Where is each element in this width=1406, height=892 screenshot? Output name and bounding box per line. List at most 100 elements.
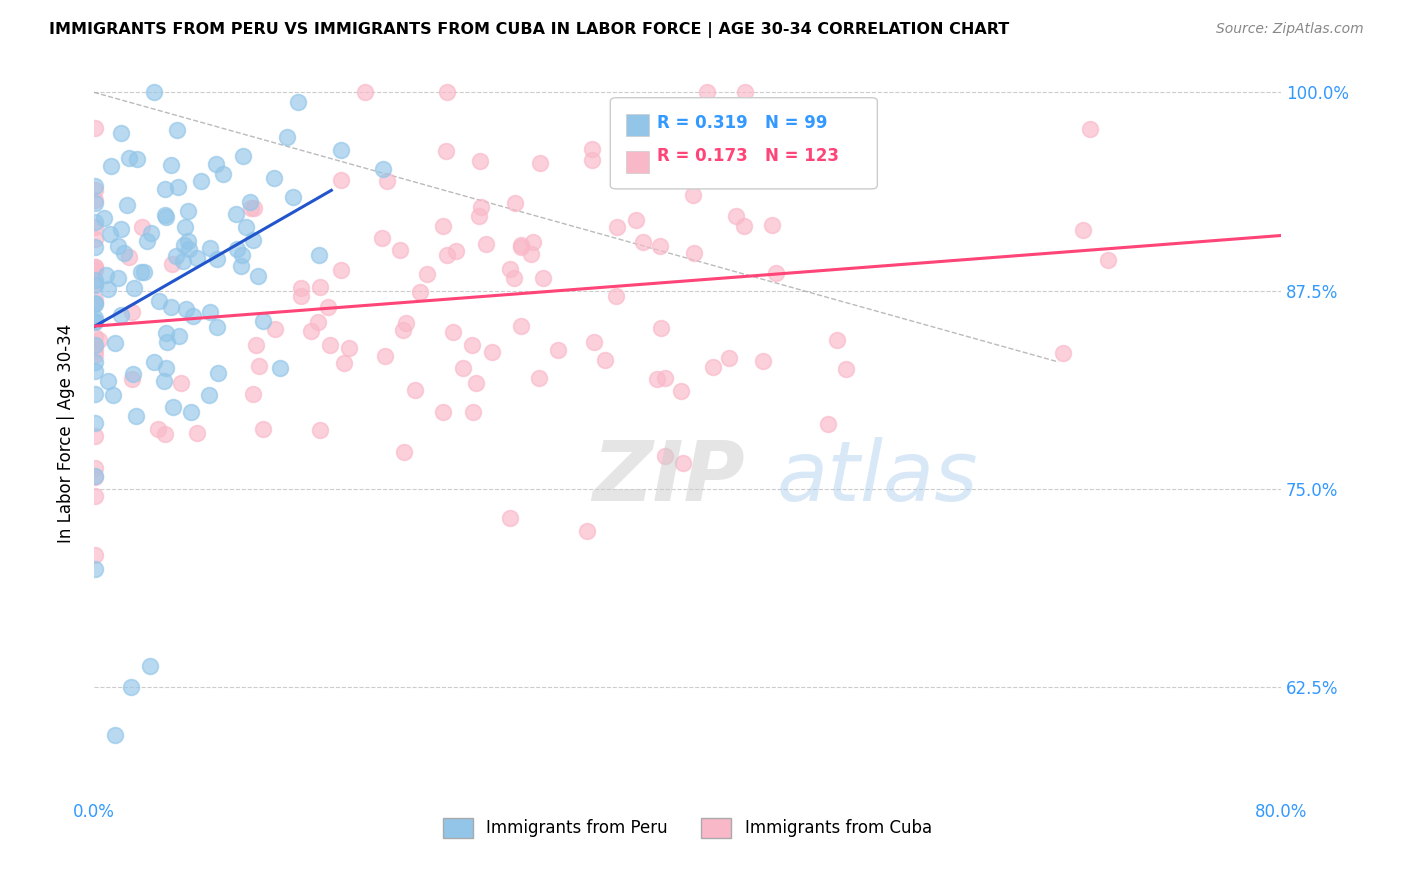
Point (143, 85, 166, 99)
Point (509, 240, 531, 254)
Point (84, 561, 107, 575)
Point (84, 277, 107, 291)
Point (467, 210, 489, 224)
Point (319, 338, 342, 352)
Text: IMMIGRANTS FROM PERU VS IMMIGRANTS FROM CUBA IN LABOR FORCE | AGE 30-34 CORRELAT: IMMIGRANTS FROM PERU VS IMMIGRANTS FROM … (49, 22, 1010, 38)
Point (647, 372, 669, 386)
Point (235, 219, 257, 234)
Point (575, 524, 598, 538)
Point (299, 324, 322, 338)
Point (392, 444, 415, 458)
Point (765, 267, 787, 281)
Point (84, 277, 107, 292)
Point (354, 85, 377, 99)
Point (84, 429, 107, 443)
Point (672, 456, 695, 470)
Point (121, 305, 143, 319)
Point (391, 323, 413, 337)
Point (84, 260, 107, 274)
Point (104, 336, 127, 351)
Point (432, 405, 454, 419)
Point (247, 359, 270, 373)
Point (388, 244, 411, 258)
Point (696, 85, 718, 99)
Point (225, 207, 247, 221)
Point (461, 337, 484, 351)
Point (307, 315, 329, 329)
Point (624, 213, 647, 227)
Point (174, 302, 197, 317)
Point (211, 167, 233, 181)
Point (654, 371, 676, 385)
Point (231, 248, 253, 262)
Point (118, 250, 141, 264)
Point (110, 308, 132, 322)
Point (408, 285, 430, 299)
Point (404, 383, 426, 397)
Point (84, 273, 107, 287)
Point (432, 219, 454, 233)
Point (522, 235, 544, 249)
Point (239, 194, 262, 209)
Point (134, 265, 156, 279)
Point (177, 204, 200, 219)
Point (441, 325, 464, 339)
Point (252, 421, 274, 435)
Point (436, 85, 458, 99)
Point (167, 180, 190, 194)
Y-axis label: In Labor Force | Age 30-34: In Labor Force | Age 30-34 (58, 324, 75, 543)
Point (436, 248, 458, 262)
Point (173, 237, 195, 252)
Point (499, 510, 522, 524)
Text: atlas: atlas (776, 436, 979, 517)
Point (118, 151, 141, 165)
Point (434, 145, 457, 159)
Point (94, 268, 117, 282)
Point (146, 422, 169, 436)
Point (98, 227, 121, 242)
Point (308, 423, 330, 437)
Point (97, 374, 120, 388)
Point (84, 193, 107, 207)
Point (84, 293, 107, 307)
Point (395, 316, 418, 330)
Point (373, 162, 395, 177)
Point (377, 174, 399, 188)
Point (84, 219, 107, 234)
Point (148, 294, 170, 309)
Point (606, 219, 628, 234)
Point (152, 374, 174, 388)
Point (84, 460, 107, 475)
Point (308, 248, 330, 262)
FancyBboxPatch shape (626, 151, 650, 173)
Point (226, 242, 249, 256)
Point (155, 208, 177, 222)
Text: Source: ZipAtlas.com: Source: ZipAtlas.com (1216, 22, 1364, 37)
Point (159, 300, 181, 314)
Point (107, 239, 129, 253)
Point (242, 201, 264, 215)
Point (141, 226, 163, 240)
Point (593, 353, 616, 368)
Point (734, 85, 756, 99)
Point (205, 252, 228, 266)
Point (84, 183, 107, 197)
FancyBboxPatch shape (610, 98, 877, 189)
Point (451, 360, 474, 375)
Point (316, 300, 339, 314)
Point (529, 371, 551, 385)
Point (84, 296, 107, 310)
Point (122, 281, 145, 295)
Point (264, 322, 287, 336)
Point (529, 156, 551, 170)
Point (309, 280, 332, 294)
Point (547, 343, 569, 357)
Point (142, 354, 165, 368)
Point (461, 405, 484, 419)
Point (121, 367, 143, 381)
Point (84, 297, 107, 311)
Point (817, 417, 839, 431)
Point (242, 233, 264, 247)
Point (475, 237, 498, 252)
Point (84, 215, 107, 229)
